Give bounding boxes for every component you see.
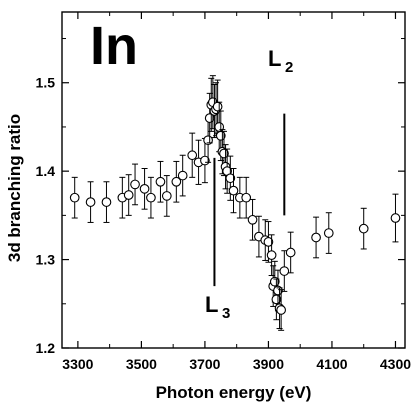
data-point — [171, 176, 182, 187]
data-point — [276, 305, 286, 315]
data-point — [203, 135, 213, 146]
y-tick-label: 1.5 — [36, 75, 56, 91]
data-point — [130, 179, 140, 190]
y-tick-label: 1.3 — [36, 252, 56, 268]
data-point — [215, 130, 226, 141]
edge-label-sub-L3: 3 — [222, 305, 230, 322]
plot-frame — [61, 11, 406, 349]
data-point — [263, 237, 274, 247]
data-point — [390, 213, 401, 223]
data-point — [187, 150, 198, 161]
y-tick-label: 1.2 — [36, 340, 56, 356]
data-point — [177, 170, 188, 181]
x-tick-label: 3900 — [253, 356, 284, 372]
data-point — [266, 250, 277, 261]
data-point — [155, 176, 166, 187]
data-point — [247, 214, 258, 225]
data-point — [285, 247, 296, 258]
data-point — [212, 101, 223, 112]
data-point — [269, 276, 280, 287]
element-label: In — [90, 16, 138, 76]
data-point — [273, 285, 283, 296]
data-point — [161, 191, 172, 201]
data-point — [69, 192, 80, 203]
data-point — [228, 185, 239, 196]
x-tick-label: 3700 — [189, 356, 220, 372]
data-point — [323, 228, 334, 238]
y-tick-label: 1.4 — [36, 163, 56, 179]
y-axis-title: 3d branching ratio — [5, 114, 24, 262]
data-point — [279, 266, 290, 276]
data-point — [85, 197, 96, 207]
edge-label-L2: L — [268, 46, 281, 71]
data-point — [241, 192, 252, 203]
edge-label-sub-L2: 2 — [285, 59, 293, 76]
data-point — [123, 190, 134, 200]
x-tick-label: 4300 — [380, 356, 411, 372]
data-point — [225, 173, 236, 184]
x-axis-title: Photon energy (eV) — [156, 383, 312, 402]
x-tick-label: 3300 — [62, 356, 93, 372]
data-point — [146, 192, 156, 203]
data-point — [139, 183, 150, 194]
data-point — [101, 197, 112, 207]
data-point — [219, 148, 229, 159]
x-tick-label: 3500 — [126, 356, 157, 372]
data-point — [311, 232, 321, 243]
edge-label-L3: L — [205, 292, 218, 317]
data-point — [358, 223, 369, 234]
x-tick-label: 4100 — [316, 356, 347, 372]
